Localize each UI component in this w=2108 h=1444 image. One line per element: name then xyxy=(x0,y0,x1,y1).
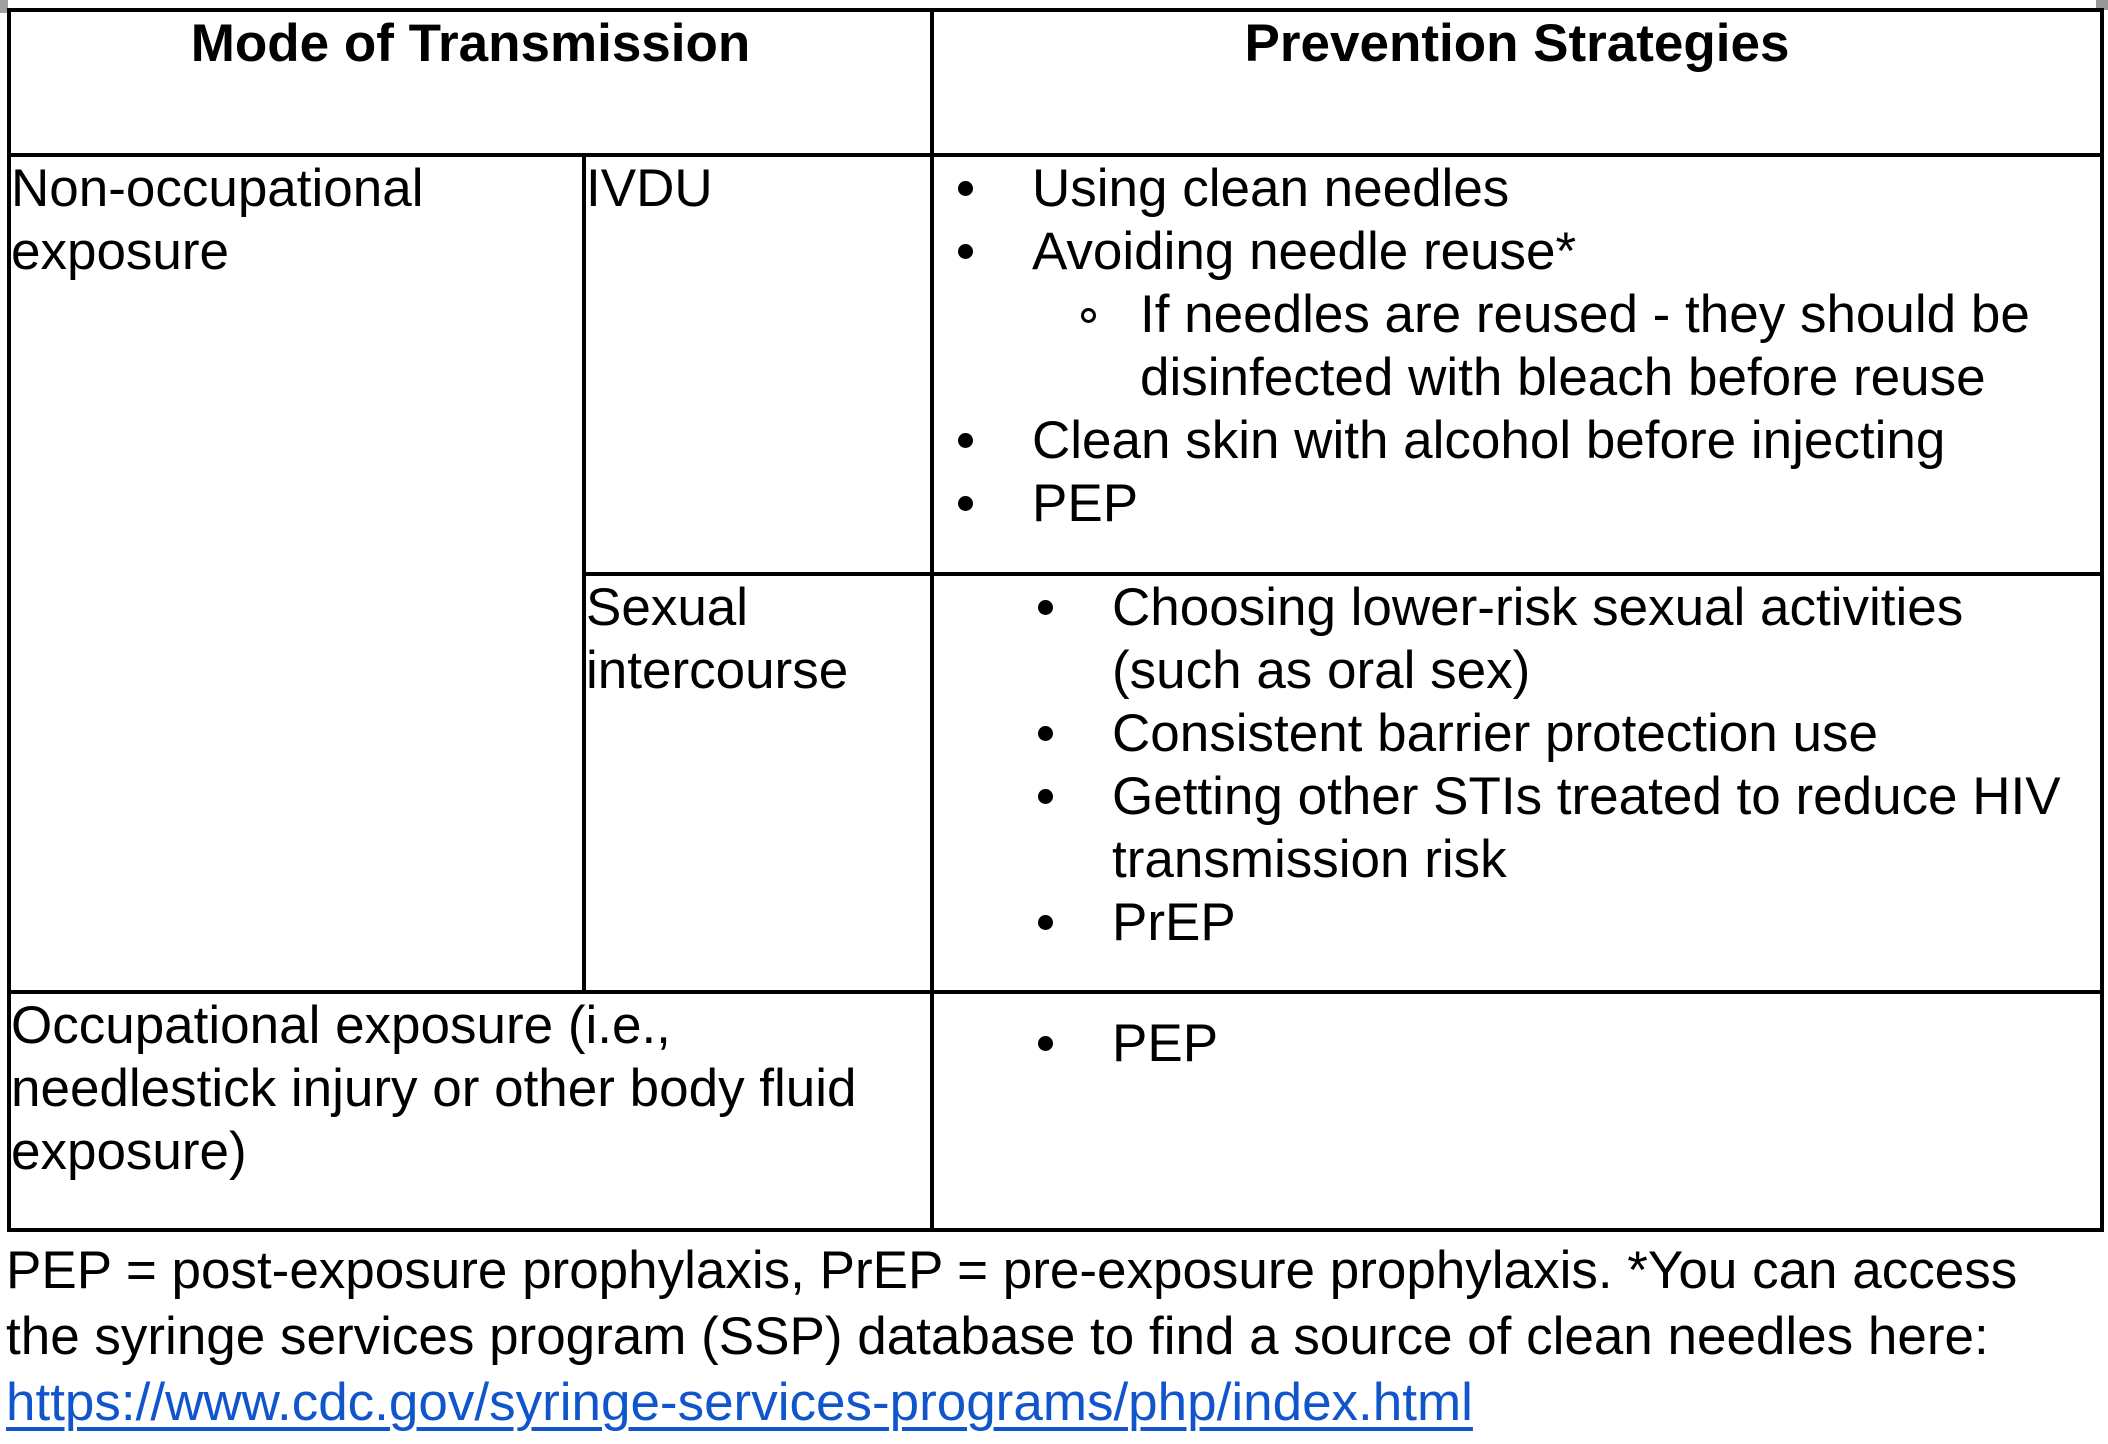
table-row-ivdu: Non-occupational exposure IVDU Using cle… xyxy=(7,153,2104,994)
list-item-text: Clean skin with alcohol before injecting xyxy=(1032,411,1946,470)
list-item: Using clean needles xyxy=(934,157,2100,220)
list-item: Clean skin with alcohol before injecting xyxy=(934,409,2100,472)
cell-sexual-strategies: Choosing lower-risk sexual activities (s… xyxy=(930,572,2104,994)
list-item-text: PEP xyxy=(1112,1014,1219,1073)
table-row-occupational: Occupational exposure (i.e., needlestick… xyxy=(7,990,2104,1232)
bullet-icon xyxy=(958,433,973,448)
transmission-prevention-table: Mode of Transmission Prevention Strategi… xyxy=(7,8,2104,1232)
cell-non-occupational-exposure: Non-occupational exposure xyxy=(7,153,586,994)
cell-occupational-strategies: PEP xyxy=(930,990,2104,1232)
list-item-text: Choosing lower-risk sexual activities (s… xyxy=(1112,578,1964,700)
table-row-sexual-intercourse: Sexual intercourse Choosing lower-risk s… xyxy=(9,572,2104,994)
screenshot-corner-artifact-right xyxy=(2096,0,2108,10)
cell-sexual-intercourse: Sexual intercourse xyxy=(582,572,934,994)
table-header-row: Mode of Transmission Prevention Strategi… xyxy=(7,8,2104,157)
cell-ivdu: IVDU xyxy=(582,153,934,576)
header-mode-of-transmission: Mode of Transmission xyxy=(7,8,934,157)
header-prevention-strategies: Prevention Strategies xyxy=(930,8,2104,157)
list-item-text: Using clean needles xyxy=(1032,159,1510,218)
bullet-icon xyxy=(958,244,973,259)
list-item: PEP xyxy=(934,1012,2100,1075)
bullet-icon xyxy=(958,181,973,196)
footnote-line-1: PEP = post-exposure prophylaxis, PrEP = … xyxy=(6,1241,2018,1300)
list-item-text: PEP xyxy=(1032,474,1139,533)
cell-ivdu-strategies: Using clean needles Avoiding needle reus… xyxy=(930,153,2104,576)
screenshot-corner-artifact-left xyxy=(0,0,8,13)
list-sub-item: If needles are reused - they should be d… xyxy=(934,283,2100,409)
cell-occupational-exposure: Occupational exposure (i.e., needlestick… xyxy=(7,990,934,1232)
footnote-line-3: https://www.cdc.gov/syringe-services-pro… xyxy=(6,1370,2066,1436)
list-item: Avoiding needle reuse* xyxy=(934,220,2100,283)
bullet-icon xyxy=(1038,726,1053,741)
bullet-icon xyxy=(1038,600,1053,615)
list-item: Consistent barrier protection use xyxy=(934,702,2100,765)
list-item-text: Getting other STIs treated to reduce HIV… xyxy=(1112,767,2061,889)
bullet-icon xyxy=(1038,789,1053,804)
list-item-text: Avoiding needle reuse* xyxy=(1032,222,1577,281)
list-item: PEP xyxy=(934,472,2100,535)
list-item: Getting other STIs treated to reduce HIV… xyxy=(934,765,2100,891)
ssp-database-link[interactable]: https://www.cdc.gov/syringe-services-pro… xyxy=(6,1373,1473,1432)
hollow-bullet-icon xyxy=(1081,308,1096,323)
bullet-icon xyxy=(958,496,973,511)
list-item-text: If needles are reused - they should be d… xyxy=(1140,285,2030,407)
list-item-text: PrEP xyxy=(1112,893,1236,952)
footnote: PEP = post-exposure prophylaxis, PrEP = … xyxy=(6,1238,2066,1436)
list-item: PrEP xyxy=(934,891,2100,954)
list-item: Choosing lower-risk sexual activities (s… xyxy=(934,576,2100,702)
list-item-text: Consistent barrier protection use xyxy=(1112,704,1878,763)
bullet-icon xyxy=(1038,1036,1053,1051)
footnote-line-2: the syringe services program (SSP) datab… xyxy=(6,1307,1989,1366)
bullet-icon xyxy=(1038,915,1053,930)
